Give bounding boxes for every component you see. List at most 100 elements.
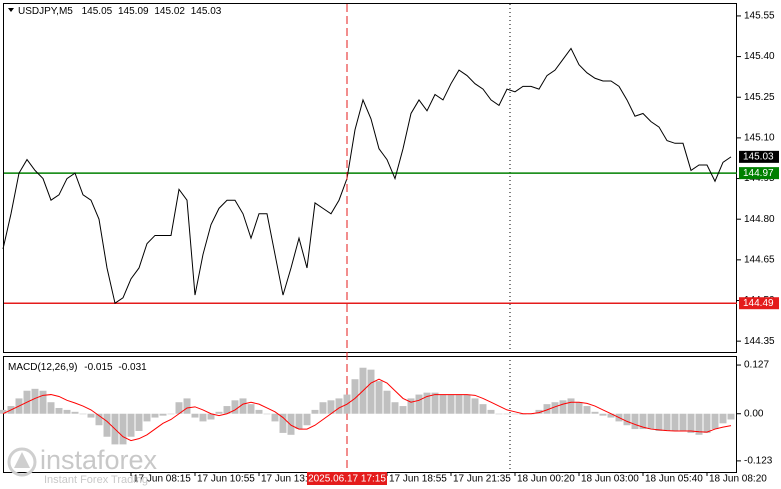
x-tick-label: 17 Jun 13:35: [261, 474, 319, 485]
tagline: Instant Forex Trading: [44, 474, 148, 486]
macd-bar: [703, 413, 711, 433]
macd-bar: [655, 413, 663, 431]
macd-bar: [671, 413, 679, 431]
macd-bar: [207, 413, 215, 420]
macd-bar: [447, 394, 455, 414]
macd-bar: [535, 409, 543, 414]
macd-bar: [391, 402, 399, 414]
macd-title: MACD(12,26,9): [8, 362, 77, 373]
macd-bar: [487, 409, 495, 414]
logo-mark: [14, 452, 30, 468]
macd-bar: [599, 413, 607, 416]
macd-bar: [567, 398, 575, 414]
y-tick-label: 144.80: [744, 214, 775, 225]
macd-bar: [639, 413, 647, 430]
last-price-box: [739, 150, 779, 163]
macd-bar: [415, 394, 423, 414]
macd-bar: [311, 409, 319, 414]
macd-main: -0.015: [84, 362, 113, 373]
open: 145.05: [82, 6, 113, 17]
macd-bar: [143, 413, 151, 422]
x-tick-label: 17 Jun 21:35: [453, 474, 511, 485]
macd-bar: [591, 411, 599, 414]
level-label: 144.97: [743, 168, 774, 179]
macd-bar: [87, 413, 95, 418]
macd-bar: [255, 409, 263, 414]
x-tick-label: 18 Jun 08:20: [709, 474, 767, 485]
crosshair-label-box: [307, 472, 387, 485]
macd-bar: [583, 406, 591, 414]
high: 145.09: [118, 6, 149, 17]
macd-bar: [431, 392, 439, 414]
low: 145.02: [154, 6, 185, 17]
macd-bar: [623, 413, 631, 426]
macd-bar: [327, 400, 335, 414]
macd-bar: [263, 413, 271, 415]
macd-bar: [559, 400, 567, 414]
macd-bar: [455, 394, 463, 414]
last-price-label: 145.03: [743, 152, 774, 163]
level-label: 144.49: [743, 298, 774, 309]
macd-bar: [503, 413, 511, 415]
macd-signal: -0.031: [118, 362, 147, 373]
macd-bar: [319, 402, 327, 414]
macd-bar: [0, 409, 7, 414]
macd-bar: [287, 413, 295, 435]
signal-line: [2, 378, 732, 442]
y-tick-label: 145.55: [744, 11, 775, 22]
chart-header: USDJPY,M5 145.05 145.09 145.02 145.03: [18, 6, 222, 17]
macd-bar: [631, 413, 639, 430]
macd-bar: [351, 379, 359, 414]
price-line: [2, 47, 732, 305]
macd-bar: [679, 413, 687, 431]
macd-bar: [471, 398, 479, 414]
macd-bar: [71, 411, 79, 414]
macd-bar: [31, 388, 39, 414]
macd-bar: [463, 394, 471, 414]
macd-bar: [55, 407, 63, 414]
macd-bar: [103, 413, 111, 437]
macd-bar: [607, 413, 615, 418]
macd-bar: [479, 404, 487, 414]
macd-bar: [135, 413, 143, 431]
macd-bar: [247, 404, 255, 414]
level-label-box: [739, 167, 779, 180]
macd-bar: [231, 400, 239, 414]
macd-bar: [367, 369, 375, 414]
macd-bar: [215, 411, 223, 414]
macd-bar: [399, 406, 407, 414]
macd-bar: [719, 413, 727, 424]
macd-bar: [127, 413, 135, 437]
macd-bar: [439, 394, 447, 414]
y-tick-label: 144.35: [744, 336, 775, 347]
macd-bar: [191, 413, 199, 418]
macd-bar: [495, 413, 503, 415]
y-tick-label: 145.25: [744, 92, 775, 103]
macd-bar: [239, 398, 247, 414]
macd-bar: [151, 413, 159, 418]
macd-bar: [47, 402, 55, 414]
macd-bar: [687, 413, 695, 433]
macd-bar: [119, 413, 127, 445]
macd-bar: [295, 413, 303, 430]
macd-header: MACD(12,26,9) -0.015 -0.031: [8, 362, 147, 373]
brand: instaforex: [40, 445, 158, 475]
y-tick-label: 145.40: [744, 51, 775, 62]
macd-bar: [63, 409, 71, 414]
x-tick-label: 17 Jun 08:15: [133, 474, 191, 485]
crosshair-label: 2025.06.17 17:15: [308, 474, 386, 485]
menu-arrow: [8, 8, 14, 12]
x-tick-label: 18 Jun 00:20: [517, 474, 575, 485]
x-tick-label: 18 Jun 05:40: [645, 474, 703, 485]
macd-bar: [279, 413, 287, 433]
macd-bar: [383, 390, 391, 414]
x-tick-label: 17 Jun 10:55: [197, 474, 255, 485]
macd-bar: [551, 402, 559, 414]
symbol: USDJPY,M5: [18, 6, 73, 17]
price-panel: [3, 3, 737, 353]
macd-bar: [663, 413, 671, 431]
x-tick-label: 18 Jun 03:00: [581, 474, 639, 485]
macd-bar: [375, 381, 383, 414]
macd-bar: [335, 398, 343, 414]
